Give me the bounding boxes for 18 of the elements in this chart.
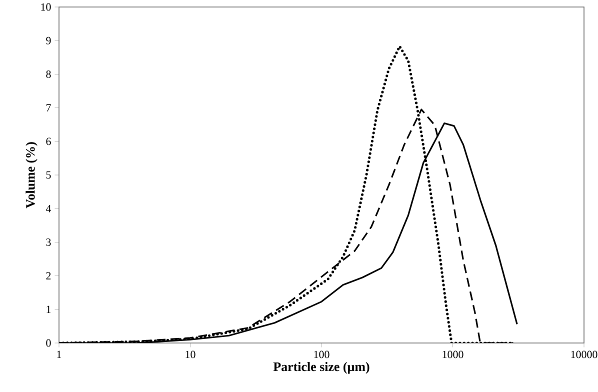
x-tick-label: 10000 [571, 350, 598, 358]
y-tick-label: 7 [46, 104, 51, 112]
x-tick-label: 1000 [442, 350, 464, 358]
y-tick-label: 6 [46, 138, 51, 146]
y-tick-label: 1 [46, 306, 51, 314]
y-tick-label: 5 [46, 171, 51, 179]
x-tick-label: 10 [186, 350, 196, 358]
x-tick-label: 1 [57, 350, 62, 358]
x-tick-label: 100 [314, 350, 330, 358]
y-tick-label: 10 [41, 3, 51, 11]
y-axis-title: Volume (%) [26, 142, 38, 208]
x-axis-title: Particle size (µm) [273, 362, 370, 374]
y-tick-label: 8 [46, 70, 51, 78]
y-tick-label: 0 [46, 339, 51, 347]
y-tick-label: 2 [46, 272, 51, 280]
y-tick-label: 4 [46, 205, 52, 212]
y-tick-label: 9 [46, 36, 51, 44]
y-tick-label: 3 [46, 238, 51, 246]
